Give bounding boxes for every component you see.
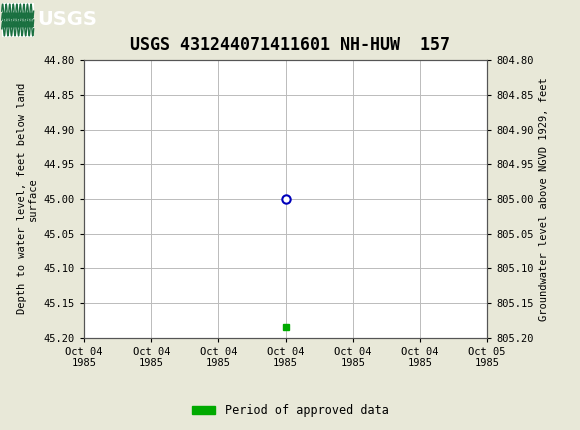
Y-axis label: Depth to water level, feet below land
surface: Depth to water level, feet below land su… [17,83,38,314]
Y-axis label: Groundwater level above NGVD 1929, feet: Groundwater level above NGVD 1929, feet [539,77,549,321]
Text: USGS: USGS [38,10,97,30]
Text: USGS 431244071411601 NH-HUW  157: USGS 431244071411601 NH-HUW 157 [130,36,450,54]
FancyBboxPatch shape [2,3,34,37]
Legend: Period of approved data: Period of approved data [187,399,393,422]
